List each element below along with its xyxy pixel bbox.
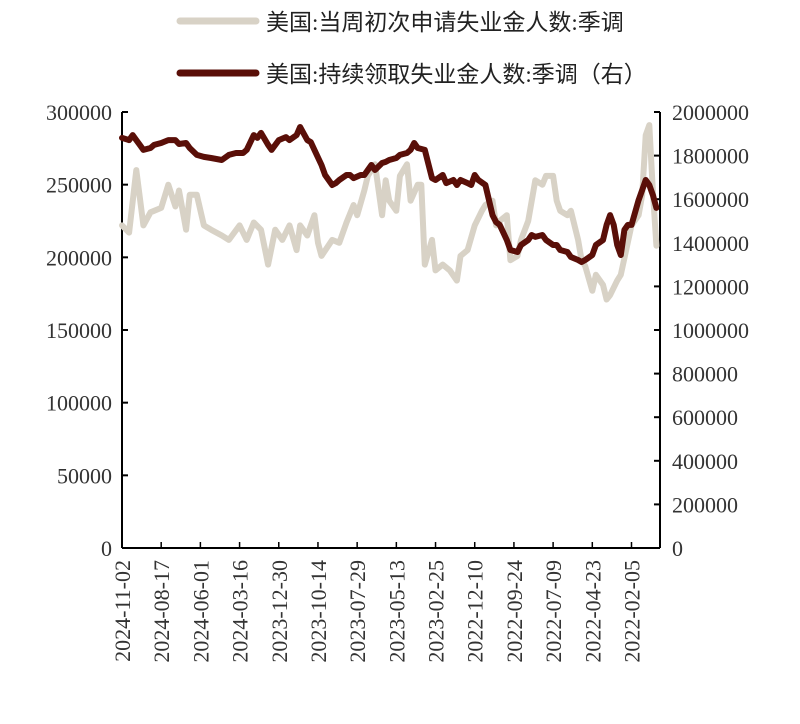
x-tick-label: 2023-12-30 bbox=[267, 560, 292, 663]
y-left-tick-label: 50000 bbox=[57, 463, 112, 488]
x-tick-label: 2022-12-10 bbox=[463, 560, 488, 663]
y-right-tick-label: 1200000 bbox=[672, 274, 749, 299]
y-right-tick-label: 2000000 bbox=[672, 100, 749, 125]
y-right-tick-label: 1400000 bbox=[672, 231, 749, 256]
series-line-initial-claims bbox=[119, 122, 660, 303]
legend: 美国:当周初次申请失业金人数:季调 美国:持续领取失业金人数:季调（右） bbox=[176, 10, 647, 87]
x-tick-label: 2024-03-16 bbox=[228, 560, 253, 663]
y-left-tick-label: 300000 bbox=[46, 100, 112, 125]
y-right-tick-label: 1000000 bbox=[672, 318, 749, 343]
y-right-tick-label: 0 bbox=[672, 536, 683, 561]
x-tick-label: 2024-06-01 bbox=[188, 560, 213, 663]
x-tick-label: 2023-07-29 bbox=[345, 560, 370, 663]
y-right-tick-label: 1600000 bbox=[672, 187, 749, 212]
y-right-tick-label: 1800000 bbox=[672, 144, 749, 169]
x-tick-label: 2022-07-09 bbox=[541, 560, 566, 663]
y-right-tick-label: 400000 bbox=[672, 449, 738, 474]
legend-label-continuing-claims: 美国:持续领取失业金人数:季调（右） bbox=[266, 62, 647, 87]
y-right-tick-label: 600000 bbox=[672, 405, 738, 430]
axes: 0 50000 100000 150000 200000 250000 300000 0 200… bbox=[46, 100, 749, 663]
x-tick-label: 2022-02-05 bbox=[619, 560, 644, 663]
series-line-continuing-claims bbox=[119, 124, 660, 265]
y-left-tick-label: 0 bbox=[101, 536, 112, 561]
y-right-tick-label: 800000 bbox=[672, 362, 738, 387]
x-tick-label: 2024-08-17 bbox=[149, 560, 174, 663]
x-tick-label: 2022-09-24 bbox=[502, 560, 527, 663]
x-tick-label: 2022-04-23 bbox=[580, 560, 605, 663]
x-tick-label: 2024-11-02 bbox=[110, 560, 135, 662]
x-tick-label: 2023-02-25 bbox=[424, 560, 449, 663]
x-tick-label: 2023-05-13 bbox=[384, 560, 409, 663]
y-left-tick-label: 150000 bbox=[46, 318, 112, 343]
series-lines bbox=[119, 122, 660, 303]
y-left-tick-label: 250000 bbox=[46, 173, 112, 198]
y-left-tick-label: 200000 bbox=[46, 245, 112, 270]
y-left-tick-label: 100000 bbox=[46, 391, 112, 416]
legend-label-initial-claims: 美国:当周初次申请失业金人数:季调 bbox=[266, 10, 624, 35]
y-right-tick-label: 200000 bbox=[672, 492, 738, 517]
x-tick-label: 2023-10-14 bbox=[306, 560, 331, 663]
